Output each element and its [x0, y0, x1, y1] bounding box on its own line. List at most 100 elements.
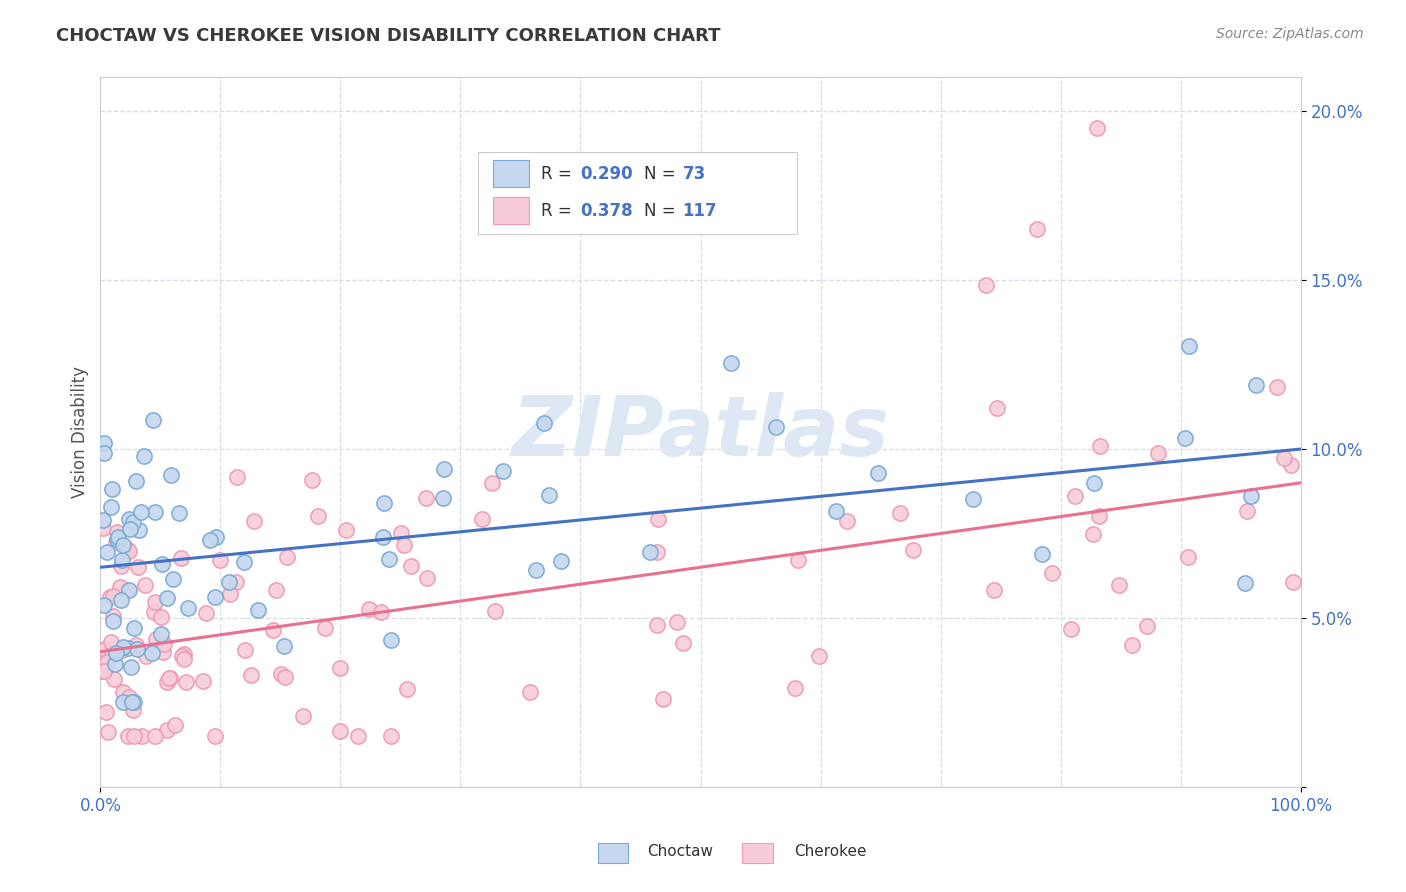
- Point: [174, 675, 197, 690]
- Text: Choctaw: Choctaw: [647, 845, 713, 859]
- Point: [115, 583, 138, 598]
- Point: [141, 646, 163, 660]
- Point: [484, 604, 506, 618]
- Point: [173, 647, 195, 661]
- Point: [901, 543, 924, 558]
- Point: [118, 690, 141, 705]
- Point: [526, 563, 548, 577]
- Point: [142, 412, 165, 426]
- Point: [264, 582, 287, 597]
- Point: [962, 491, 984, 506]
- Point: [98, 591, 121, 605]
- Point: [481, 475, 503, 490]
- Point: [100, 500, 122, 514]
- Point: [101, 589, 124, 603]
- Point: [107, 530, 129, 544]
- Point: [112, 685, 135, 699]
- Point: [156, 591, 179, 606]
- Point: [1088, 508, 1111, 523]
- Point: [808, 648, 831, 663]
- Point: [1060, 622, 1083, 636]
- Point: [128, 523, 150, 537]
- Point: [225, 574, 247, 589]
- Point: [471, 512, 494, 526]
- Point: [143, 505, 166, 519]
- Point: [380, 729, 402, 743]
- Text: CHOCTAW VS CHEROKEE VISION DISABILITY CORRELATION CHART: CHOCTAW VS CHEROKEE VISION DISABILITY CO…: [56, 27, 721, 45]
- Point: [868, 466, 890, 480]
- Point: [118, 512, 141, 526]
- Point: [243, 514, 266, 528]
- Point: [156, 723, 179, 738]
- Y-axis label: Vision Disability: Vision Disability: [72, 366, 89, 498]
- Point: [233, 555, 256, 569]
- Point: [131, 729, 153, 743]
- Point: [111, 642, 134, 657]
- Point: [654, 205, 676, 219]
- Point: [233, 643, 256, 657]
- Text: 73: 73: [682, 165, 706, 183]
- Point: [96, 655, 118, 669]
- Point: [825, 503, 848, 517]
- Point: [1085, 121, 1108, 136]
- Point: [273, 670, 295, 684]
- Point: [104, 657, 127, 671]
- Point: [1121, 638, 1143, 652]
- Point: [1178, 339, 1201, 353]
- Point: [111, 640, 134, 655]
- Point: [117, 729, 139, 743]
- Point: [301, 473, 323, 487]
- Point: [153, 637, 176, 651]
- Point: [96, 544, 118, 558]
- Point: [396, 681, 419, 696]
- Point: [100, 635, 122, 649]
- Point: [110, 592, 132, 607]
- Point: [1272, 450, 1295, 465]
- Point: [156, 674, 179, 689]
- Point: [1233, 576, 1256, 591]
- Point: [125, 474, 148, 488]
- Point: [373, 530, 395, 544]
- Text: 117: 117: [682, 202, 717, 219]
- Point: [118, 544, 141, 558]
- Point: [651, 692, 673, 706]
- Text: R =: R =: [541, 165, 576, 183]
- Point: [1279, 458, 1302, 472]
- Point: [115, 542, 138, 557]
- Point: [1025, 222, 1047, 236]
- Text: ZIPatlas: ZIPatlas: [512, 392, 890, 473]
- Point: [101, 647, 124, 661]
- Text: R =: R =: [541, 202, 576, 219]
- Point: [120, 660, 142, 674]
- Text: 0.378: 0.378: [581, 202, 633, 219]
- Point: [167, 506, 190, 520]
- Point: [432, 491, 454, 505]
- Point: [209, 553, 232, 567]
- Point: [143, 595, 166, 609]
- Point: [1064, 489, 1087, 503]
- Point: [195, 606, 218, 620]
- Point: [1177, 549, 1199, 564]
- Point: [143, 729, 166, 743]
- Point: [143, 605, 166, 619]
- Point: [1246, 377, 1268, 392]
- Point: [125, 638, 148, 652]
- Point: [1282, 574, 1305, 589]
- Point: [1081, 527, 1104, 541]
- Point: [159, 467, 181, 482]
- Point: [550, 554, 572, 568]
- Point: [127, 560, 149, 574]
- Point: [122, 621, 145, 635]
- Point: [1108, 578, 1130, 592]
- Point: [1090, 438, 1112, 452]
- Point: [1236, 503, 1258, 517]
- Point: [380, 633, 402, 648]
- Point: [976, 278, 998, 293]
- Point: [335, 524, 357, 538]
- Point: [105, 533, 128, 547]
- Point: [122, 729, 145, 743]
- Point: [134, 578, 156, 592]
- Point: [373, 496, 395, 510]
- Point: [276, 549, 298, 564]
- Point: [108, 580, 131, 594]
